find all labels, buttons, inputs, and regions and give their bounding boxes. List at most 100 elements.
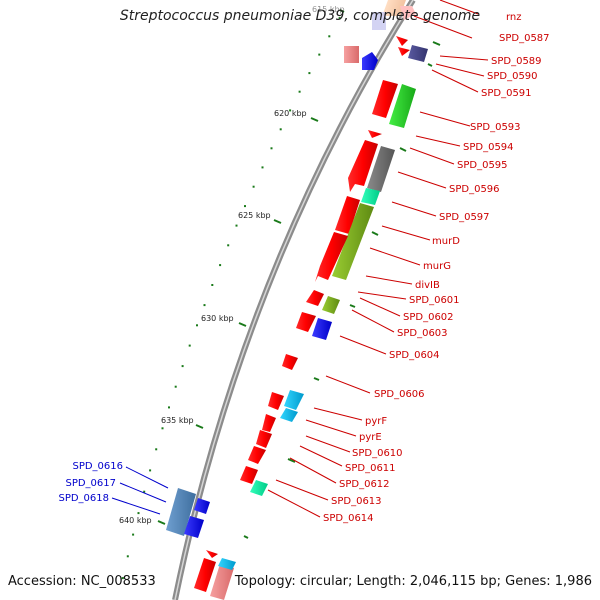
scale-dot: [318, 53, 321, 56]
tick-label-640: 640 kbp: [119, 516, 152, 525]
scale-dot: [143, 490, 146, 493]
scale-dot: [132, 533, 135, 536]
gene-label-divIB[interactable]: divIB: [415, 280, 440, 291]
scale-dot: [328, 35, 331, 38]
genome-summary-text: Topology: circular; Length: 2,046,115 bp…: [234, 574, 592, 589]
scale-dot: [149, 469, 152, 472]
gene-SPD_0611-feature[interactable]: [256, 430, 272, 448]
scale-dot: [308, 72, 311, 75]
gene-murD-feature[interactable]: [335, 196, 360, 234]
gene-SPD_0610-feature[interactable]: [262, 414, 276, 432]
gene-SPD_0618-feature[interactable]: [184, 516, 204, 538]
gene-red-pair-a-feature[interactable]: [268, 392, 284, 410]
gene-SPD_0616-feature[interactable]: [166, 488, 196, 536]
gene-labels-left: SPD_0616 SPD_0617 SPD_0618: [58, 461, 123, 504]
gene-label-SPD_0601[interactable]: SPD_0601: [409, 295, 460, 306]
scale-dot: [219, 264, 222, 267]
gene-label-SPD_0603[interactable]: SPD_0603: [397, 328, 448, 339]
gene-label-SPD_0591[interactable]: SPD_0591: [481, 88, 532, 99]
scale-dot: [161, 427, 164, 430]
gene-SPD_0589-feature[interactable]: [398, 47, 410, 56]
gene-label-SPD_0617[interactable]: SPD_0617: [65, 478, 116, 489]
backbone-highlight: [174, 0, 414, 600]
gene-label-murD[interactable]: murD: [432, 236, 460, 247]
gene-label-SPD_0611[interactable]: SPD_0611: [345, 463, 396, 474]
scale-dot: [227, 244, 230, 247]
gene-label-SPD_0587[interactable]: SPD_0587: [499, 33, 550, 44]
gene-label-murG[interactable]: murG: [423, 261, 451, 272]
gene-SPD_0606-feature[interactable]: [282, 354, 298, 370]
gene-SPD_0590-feature[interactable]: [408, 45, 428, 62]
scale-dot: [126, 555, 129, 558]
tick-label-625: 625 kbp: [238, 211, 271, 220]
gene-label-SPD_0616[interactable]: SPD_0616: [72, 461, 123, 472]
scale-dot: [244, 205, 246, 208]
gene-SPD_0593-feature[interactable]: [389, 84, 416, 128]
gene-SPD_0614-feature[interactable]: [250, 480, 268, 496]
gene-label-SPD_0594[interactable]: SPD_0594: [463, 142, 514, 153]
gene-pyrE-feature[interactable]: [280, 408, 298, 422]
gene-label-SPD_0589[interactable]: SPD_0589: [491, 56, 542, 67]
scale-dot: [261, 166, 264, 169]
scale-dot: [235, 224, 238, 227]
gene-top-red-feature[interactable]: [400, 6, 416, 20]
accession-text: Accession: NC_008533: [8, 574, 156, 589]
gene-bottom-pink-feature[interactable]: [210, 564, 234, 600]
gene-pink-feature[interactable]: [344, 46, 359, 63]
gene-label-SPD_0610[interactable]: SPD_0610: [352, 448, 403, 459]
gene-bottom-cyan-feature[interactable]: [218, 558, 236, 570]
tick-label-620: 620 kbp: [274, 109, 307, 118]
gene-label-pyrF[interactable]: pyrF: [365, 416, 387, 427]
gene-SPD_0591-feature[interactable]: [372, 80, 398, 118]
gene-label-pyrE[interactable]: pyrE: [359, 432, 382, 443]
gene-pyrF-feature[interactable]: [284, 390, 304, 410]
gene-divIB-feature[interactable]: [315, 232, 348, 282]
gene-SPD_0617-feature[interactable]: [194, 498, 210, 514]
scale-ticks: [157, 9, 345, 525]
scale-dot: [168, 406, 170, 409]
gene-label-SPD_0595[interactable]: SPD_0595: [457, 160, 508, 171]
tick-label-635: 635 kbp: [161, 416, 194, 425]
gene-label-SPD_0596[interactable]: SPD_0596: [449, 184, 500, 195]
scale-dot: [155, 448, 158, 451]
gene-SPD_0596-feature[interactable]: [348, 140, 378, 192]
gene-labels-right: rnz SPD_0587 SPD_0589 SPD_0590 SPD_0591 …: [323, 12, 550, 524]
gene-SPD_0612-feature[interactable]: [248, 446, 266, 464]
gene-blue-small-feature[interactable]: [362, 52, 378, 70]
gene-SPD_0603-feature[interactable]: [296, 312, 316, 332]
gene-label-SPD_0590[interactable]: SPD_0590: [487, 71, 538, 82]
gene-SPD_0604-feature[interactable]: [312, 318, 332, 340]
scale-dot: [137, 512, 140, 515]
gene-SPD_0613-feature[interactable]: [240, 466, 258, 484]
inner-ticks: [243, 41, 441, 539]
gene-label-rnz[interactable]: rnz: [506, 12, 522, 23]
gene-SPD_0587-feature[interactable]: [396, 36, 408, 46]
gene-label-SPD_0606[interactable]: SPD_0606: [374, 389, 425, 400]
gene-SPD_0602-feature[interactable]: [322, 296, 340, 314]
scale-dot: [338, 17, 341, 20]
gene-label-SPD_0597[interactable]: SPD_0597: [439, 212, 490, 223]
gene-label-SPD_0614[interactable]: SPD_0614: [323, 513, 374, 524]
gene-label-SPD_0613[interactable]: SPD_0613: [331, 496, 382, 507]
gene-rnz-feature[interactable]: [382, 0, 406, 16]
gene-bottom-red-feature[interactable]: [194, 558, 216, 592]
gene-SPD_0597-feature[interactable]: [361, 188, 380, 205]
gene-top-blue-feature[interactable]: [372, 12, 386, 30]
gene-SPD_0594-feature[interactable]: [368, 130, 382, 138]
gene-label-SPD_0602[interactable]: SPD_0602: [403, 312, 454, 323]
gene-label-SPD_0612[interactable]: SPD_0612: [339, 479, 390, 490]
gene-label-SPD_0593[interactable]: SPD_0593: [470, 122, 521, 133]
scale-dot: [174, 385, 177, 388]
tick-label-615: 615 kbp: [312, 5, 345, 14]
gene-SPD_0601-feature[interactable]: [306, 290, 324, 306]
gene-label-SPD_0604[interactable]: SPD_0604: [389, 350, 440, 361]
scale-dot: [181, 365, 184, 368]
map-title: Streptococcus pneumoniae D39, complete g…: [119, 8, 481, 24]
genome-backbone: [172, 0, 416, 600]
gene-bottom-small-red-feature[interactable]: [206, 550, 218, 558]
gene-track: [166, 0, 428, 600]
gene-label-SPD_0618[interactable]: SPD_0618: [58, 493, 109, 504]
gene-murG-feature[interactable]: [332, 203, 374, 280]
gene-SPD_0595-feature[interactable]: [367, 146, 395, 192]
